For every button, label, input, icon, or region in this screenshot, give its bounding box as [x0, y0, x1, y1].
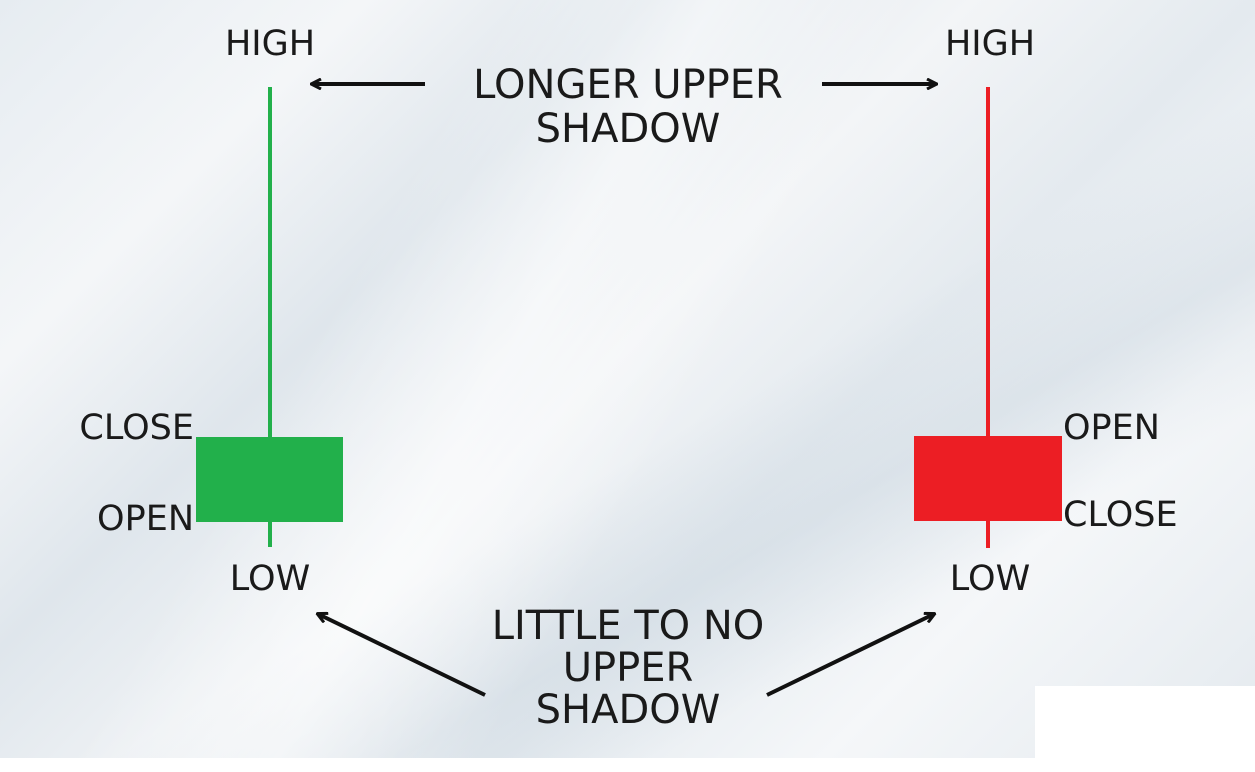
corner-patch: [1035, 686, 1255, 772]
top-caption-line-1: LONGER UPPER: [473, 62, 783, 108]
left-low-label: LOW: [230, 559, 310, 599]
left-open-label: OPEN: [97, 499, 194, 539]
bottom-strip: [0, 758, 1255, 772]
right-high-label: HIGH: [945, 24, 1035, 64]
arrow-to-left-low: [318, 614, 486, 697]
bottom-caption-line-1: LITTLE TO NO: [492, 603, 765, 649]
bottom-caption-line-3: SHADOW: [536, 687, 721, 733]
top-caption-line-2: SHADOW: [536, 106, 721, 152]
bullish-candle: [196, 87, 343, 547]
right-low-label: LOW: [950, 559, 1030, 599]
bullish-body: [196, 437, 343, 522]
left-high-label: HIGH: [225, 24, 315, 64]
arrow-to-right-low: [766, 614, 934, 697]
bottom-caption-line-2: UPPER: [563, 645, 694, 691]
right-close-label: CLOSE: [1063, 495, 1178, 535]
bearish-body: [914, 436, 1062, 521]
right-open-label: OPEN: [1063, 408, 1160, 448]
left-close-label: CLOSE: [79, 408, 194, 448]
bearish-candle: [914, 87, 1062, 548]
